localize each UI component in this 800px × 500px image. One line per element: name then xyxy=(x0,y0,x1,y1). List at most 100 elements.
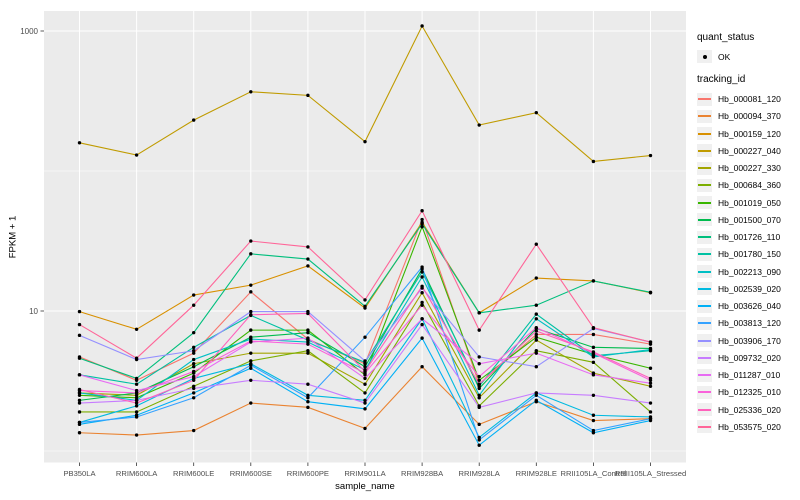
data-point xyxy=(477,374,481,379)
data-point xyxy=(249,283,253,287)
data-point xyxy=(591,345,596,350)
data-point xyxy=(363,398,367,403)
data-point xyxy=(134,391,139,395)
data-point xyxy=(420,24,424,28)
line-swatch-icon xyxy=(698,184,711,187)
data-point xyxy=(134,404,139,408)
data-point xyxy=(249,309,253,314)
data-point xyxy=(134,410,139,414)
data-point xyxy=(363,335,367,339)
data-point xyxy=(534,365,538,369)
data-point xyxy=(648,376,653,381)
legend-item-Hb_000227_040: Hb_000227_040 xyxy=(697,142,781,159)
data-point xyxy=(134,382,139,386)
data-point xyxy=(77,420,82,425)
legend-item-Hb_000081_120: Hb_000081_120 xyxy=(697,91,781,108)
data-point xyxy=(134,433,139,437)
legend-item-Hb_001780_150: Hb_001780_150 xyxy=(697,246,781,263)
legend-item-label: Hb_025336_020 xyxy=(718,404,781,415)
data-point xyxy=(477,123,481,127)
legend-quant-status-title: quant_status xyxy=(697,32,755,43)
legend-item-Hb_001019_050: Hb_001019_050 xyxy=(697,194,781,211)
data-point xyxy=(77,401,82,405)
data-point xyxy=(363,407,367,411)
legend-item-label: Hb_000094_370 xyxy=(718,111,781,122)
data-point xyxy=(192,362,196,366)
legend-item-label: Hb_012325_010 xyxy=(718,387,781,398)
data-point xyxy=(648,384,653,388)
legend-item-label: Hb_001500_070 xyxy=(718,214,781,225)
line-swatch-icon xyxy=(698,356,711,359)
data-point xyxy=(363,369,367,374)
data-point xyxy=(420,336,424,340)
data-point xyxy=(77,373,82,377)
legend-item-Hb_011287_010: Hb_011287_010 xyxy=(697,367,780,384)
data-point xyxy=(477,435,481,440)
data-point xyxy=(420,217,424,222)
data-point xyxy=(420,300,424,305)
legend-item-Hb_025336_020: Hb_025336_020 xyxy=(697,401,781,418)
legend-item-label: Hb_000684_360 xyxy=(718,180,781,191)
data-point xyxy=(420,284,424,289)
data-point xyxy=(591,332,596,337)
data-point xyxy=(420,265,424,269)
legend-item-label: Hb_002539_020 xyxy=(718,283,781,294)
data-point xyxy=(420,270,424,274)
data-point xyxy=(420,275,424,279)
line-swatch-icon xyxy=(698,218,711,221)
data-point xyxy=(249,90,253,94)
data-point xyxy=(420,365,424,369)
legend-key xyxy=(697,178,712,192)
legend-item-quant-OK: OK xyxy=(697,48,730,65)
data-point xyxy=(192,330,196,335)
x-tick-label: RRIM928BA xyxy=(401,469,444,478)
data-point xyxy=(134,398,139,403)
legend-key xyxy=(697,213,712,227)
data-point xyxy=(648,347,653,352)
legend-item-label: Hb_001019_050 xyxy=(718,197,781,208)
data-point xyxy=(306,396,310,400)
data-point xyxy=(477,328,481,332)
data-point xyxy=(591,428,596,433)
data-point xyxy=(77,387,82,392)
legend-item-label: Hb_003626_040 xyxy=(718,301,781,312)
x-tick-label: RRIM600SE xyxy=(230,469,272,478)
line-swatch-icon xyxy=(698,115,711,118)
legend-item-label: Hb_000227_040 xyxy=(718,145,781,156)
data-point xyxy=(77,356,82,360)
legend-item-label: Hb_000081_120 xyxy=(718,94,781,104)
data-point xyxy=(192,349,196,353)
x-tick-label: PB350LA xyxy=(63,469,96,478)
data-point xyxy=(477,396,481,400)
legend-item-Hb_003626_040: Hb_003626_040 xyxy=(697,298,781,315)
legend-key xyxy=(697,420,712,434)
data-point xyxy=(420,291,424,295)
data-point xyxy=(192,369,196,374)
legend-item-label: Hb_003813_120 xyxy=(718,318,781,329)
line-swatch-icon xyxy=(698,201,711,204)
line-swatch-icon xyxy=(698,132,711,135)
legend-item-Hb_003906_170: Hb_003906_170 xyxy=(697,332,781,349)
data-point xyxy=(534,276,538,280)
data-point xyxy=(77,141,82,145)
legend-key xyxy=(697,144,712,158)
line-swatch-icon xyxy=(698,391,711,394)
data-point xyxy=(591,418,596,423)
legend-key xyxy=(697,196,712,210)
x-tick-label: RRIM928LA xyxy=(459,469,501,478)
legend-tracking-id-title: tracking_id xyxy=(697,74,746,85)
x-tick-label: RRII105LA_Stressed xyxy=(615,469,686,478)
x-tick-label: RRIM928LE xyxy=(516,469,557,478)
data-point xyxy=(306,349,310,353)
line-swatch-icon xyxy=(698,98,711,100)
data-point xyxy=(534,317,538,321)
data-point xyxy=(77,333,82,338)
line-swatch-icon xyxy=(698,305,711,308)
data-point xyxy=(591,373,596,377)
y-tick-label: 10 xyxy=(29,307,38,316)
x-axis-title: sample_name xyxy=(335,481,395,492)
data-point xyxy=(477,393,481,397)
legend-item-label: Hb_053575_020 xyxy=(718,421,781,432)
